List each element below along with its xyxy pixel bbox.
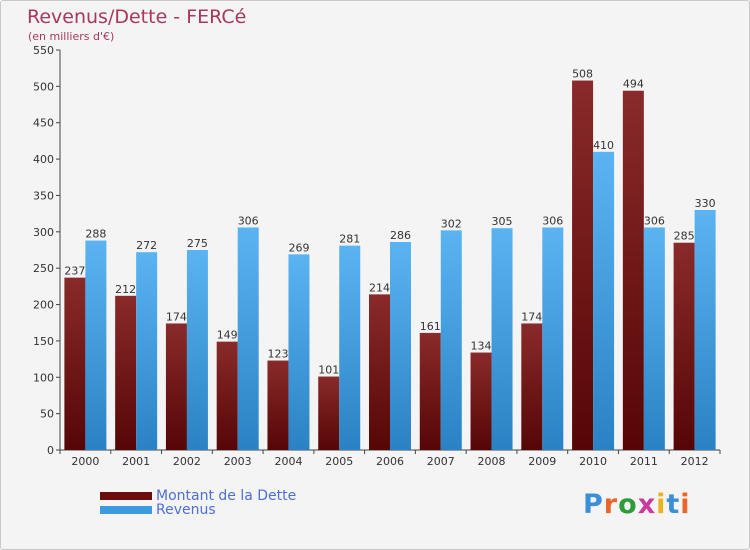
bar-debt [673, 242, 695, 450]
logo-letter: i [656, 489, 667, 520]
legend-item-revenus: Revenus [100, 502, 216, 518]
x-tick-label: 2006 [376, 455, 404, 468]
data-label-debt: 134 [471, 340, 492, 353]
bar-debt [622, 90, 644, 451]
logo-letter: x [637, 489, 657, 520]
data-label-revenus: 410 [593, 139, 614, 152]
x-tick-label: 2000 [71, 455, 99, 468]
bar-debt [318, 376, 340, 450]
y-tick-label: 500 [33, 80, 54, 93]
data-label-revenus: 286 [390, 229, 411, 242]
bar-revenus [542, 227, 564, 450]
logo-letter: i [680, 489, 691, 520]
data-label-debt: 285 [674, 230, 695, 243]
bar-revenus [288, 254, 310, 450]
data-label-debt: 237 [64, 265, 85, 278]
bar-debt [165, 323, 187, 450]
bar-debt [64, 277, 86, 450]
chart-subtitle: (en milliers d'€) [28, 30, 115, 43]
data-label-revenus: 306 [238, 214, 259, 227]
x-tick-label: 2001 [122, 455, 150, 468]
logo-letter: o [618, 489, 638, 520]
x-tick-label: 2010 [579, 455, 607, 468]
y-tick-label: 0 [47, 444, 54, 457]
y-tick-label: 450 [33, 117, 54, 130]
bar-debt [267, 360, 289, 450]
proxiti-logo: Proxiti [583, 489, 691, 520]
bar-revenus [643, 227, 665, 450]
y-tick-label: 200 [33, 299, 54, 312]
x-tick-label: 2011 [630, 455, 658, 468]
data-label-revenus: 306 [644, 214, 665, 227]
bar-debt [419, 332, 441, 450]
legend-label-debt: Montant de la Dette [156, 488, 297, 504]
x-tick-label: 2012 [681, 455, 709, 468]
data-label-revenus: 288 [85, 228, 106, 241]
legend-swatch-debt [100, 492, 152, 500]
bar-revenus [694, 210, 716, 450]
bar-revenus [186, 250, 208, 450]
x-tick-label: 2007 [427, 455, 455, 468]
bar-revenus [136, 252, 158, 450]
data-label-debt: 123 [267, 348, 288, 361]
x-tick-label: 2008 [478, 455, 506, 468]
data-label-debt: 174 [521, 310, 542, 323]
x-tick-label: 2002 [173, 455, 201, 468]
chart-title: Revenus/Dette - FERCé [27, 6, 247, 28]
bar-debt [521, 323, 543, 450]
bar-debt [572, 80, 594, 450]
legend-label-revenus: Revenus [156, 502, 216, 518]
y-tick-label: 100 [33, 371, 54, 384]
bar-revenus [491, 228, 513, 450]
data-label-debt: 101 [318, 364, 339, 377]
legend-swatch-revenus [100, 506, 152, 514]
bar-revenus [593, 151, 615, 450]
x-tick-label: 2005 [325, 455, 353, 468]
data-label-revenus: 302 [441, 217, 462, 230]
data-label-revenus: 269 [288, 241, 309, 254]
bar-debt [470, 352, 492, 450]
data-label-debt: 174 [166, 310, 187, 323]
data-label-debt: 508 [572, 68, 593, 81]
data-label-revenus: 275 [187, 237, 208, 250]
data-label-revenus: 330 [695, 197, 716, 210]
bar-revenus [339, 245, 361, 450]
data-label-revenus: 272 [136, 239, 157, 252]
y-tick-label: 50 [40, 408, 54, 421]
logo-letter: t [666, 489, 681, 520]
data-label-debt: 212 [115, 283, 136, 296]
logo-letter: r [603, 489, 619, 520]
y-tick-label: 250 [33, 262, 54, 275]
y-tick-label: 150 [33, 335, 54, 348]
data-label-revenus: 306 [542, 214, 563, 227]
y-tick-label: 350 [33, 189, 54, 202]
bar-debt [369, 294, 390, 450]
x-tick-label: 2003 [224, 455, 252, 468]
data-label-debt: 214 [369, 281, 390, 294]
legend-item-debt: Montant de la Dette [100, 488, 296, 504]
bar-debt [216, 341, 238, 450]
data-label-debt: 149 [217, 329, 238, 342]
bar-revenus [237, 227, 259, 450]
bar-revenus [440, 230, 462, 450]
logo-letter: P [583, 489, 604, 520]
bar-revenus [85, 240, 107, 450]
x-tick-label: 2004 [274, 455, 302, 468]
bar-revenus [390, 242, 411, 450]
y-tick-label: 400 [33, 153, 54, 166]
data-label-debt: 494 [623, 78, 644, 91]
data-label-revenus: 305 [492, 215, 513, 228]
bar-debt [115, 295, 137, 450]
y-tick-label: 300 [33, 226, 54, 239]
y-tick-label: 550 [33, 44, 54, 57]
data-label-revenus: 281 [339, 233, 360, 246]
x-tick-label: 2009 [528, 455, 556, 468]
data-label-debt: 161 [420, 320, 441, 333]
